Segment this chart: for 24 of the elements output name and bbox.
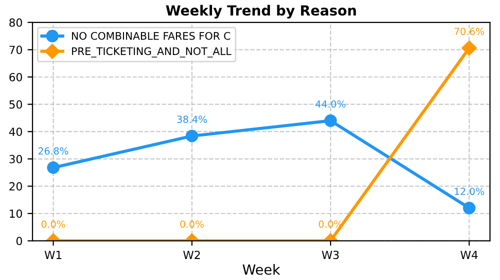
y-tick-label: 0 xyxy=(16,236,22,246)
data-label: 44.0% xyxy=(316,100,346,108)
data-label: 70.6% xyxy=(454,28,484,36)
chart-title: Weekly Trend by Reason xyxy=(166,4,356,18)
data-label: 38.4% xyxy=(177,116,207,123)
legend-label: PRE_TICKETING_AND_NOT_ALL xyxy=(72,47,232,58)
x-tick-label: W2 xyxy=(183,250,200,259)
legend-label: NO COMBINABLE FARES FOR C xyxy=(72,32,230,40)
x-tick-label: W4 xyxy=(460,250,478,259)
x-axis-title: Week xyxy=(242,264,280,275)
y-tick-label: 80 xyxy=(9,18,22,27)
y-tick-label: 40 xyxy=(9,128,22,136)
x-tick-label: W3 xyxy=(322,250,339,260)
y-tick-label: 70 xyxy=(10,46,22,54)
data-label: 26.8% xyxy=(38,147,68,155)
x-tick-label: W1 xyxy=(44,250,62,259)
data-label: 0.0% xyxy=(180,220,204,228)
y-tick-label: 30 xyxy=(9,154,22,164)
y-tick-label: 50 xyxy=(9,100,22,109)
y-tick-label: 20 xyxy=(9,182,22,191)
data-label: 0.0% xyxy=(42,220,66,228)
y-tick-label: 10 xyxy=(10,209,22,218)
data-label: 12.0% xyxy=(454,188,484,196)
y-tick-label: 60 xyxy=(9,72,22,82)
